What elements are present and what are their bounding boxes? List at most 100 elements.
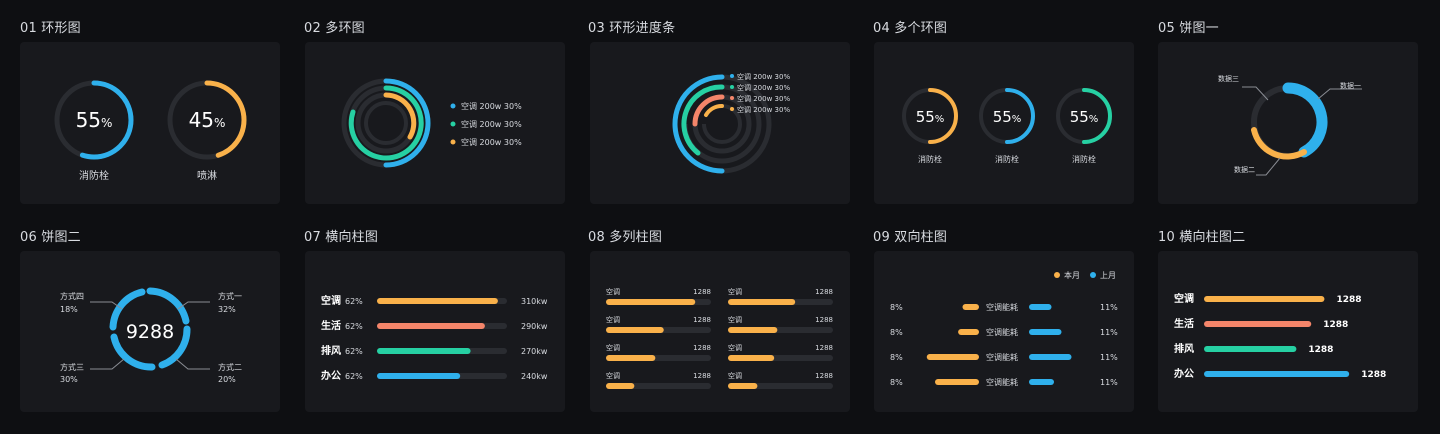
legend-item: 空调 200w 30% — [461, 119, 522, 129]
horizontal-bar-svg: 空调 62% 310kw 生活 62% 290kw 排风 62% 270kw 办公 62% 240kw — [321, 294, 548, 382]
bar2-fill — [1204, 321, 1312, 327]
title-ring-chart: 01 环形图 — [20, 21, 81, 36]
bar-percent-label: 62% — [345, 372, 363, 381]
horizontal-bar-two-svg: 空调 1288 生活 1288 排风 1288 办公 1288 — [1174, 292, 1386, 380]
mini-ring-value-3: 55% — [1070, 108, 1099, 126]
card-pie-one: 数据三 数据一 数据二 — [1158, 42, 1418, 204]
bidir-category: 空调能耗 — [986, 377, 1018, 387]
progress-arc-orange — [704, 104, 724, 117]
progress-arc-green — [681, 84, 725, 156]
bar-value-label: 310kw — [521, 297, 548, 306]
pie-pct-mode-one: 32% — [218, 305, 236, 314]
pie-label-mode-three: 方式三 — [60, 362, 84, 372]
pie-slice-blue — [1282, 82, 1328, 158]
mini-ring-arc-orange — [928, 88, 958, 144]
pie-label-data-three: 数据三 — [1218, 74, 1239, 83]
card-bidirectional-bar: 本月 上月 8% 空调能耗 11% 8% 空调能耗 11% 8% 空调能耗 11% 8% 空调能耗 1… — [874, 251, 1134, 412]
column-bar-value: 1288 — [815, 316, 833, 324]
bar2-value-label: 1288 — [1336, 295, 1361, 305]
bidir-category: 空调能耗 — [986, 327, 1018, 337]
bidir-left-percent: 8% — [890, 328, 903, 337]
bar2-fill — [1204, 296, 1325, 302]
title-multi-column-bar: 08 多列柱图 — [588, 230, 663, 245]
ring-progress-sprinkler — [167, 80, 247, 160]
bidirectional-bar-svg: 本月 上月 8% 空调能耗 11% 8% 空调能耗 11% 8% 空调能耗 11% 8% 空调能耗 1… — [890, 270, 1118, 387]
bar-percent-label: 62% — [345, 347, 363, 356]
bar-fill — [377, 298, 498, 304]
pie-pct-mode-four: 18% — [60, 305, 78, 314]
mini-ring-label-2: 消防栓 — [995, 154, 1019, 164]
card-multi-column-bar: 空调 1288 空调 1288 空调 1288 空调 1288 空调 1288 空调 1288 空调 12… — [590, 251, 850, 412]
bidir-left-percent: 8% — [890, 378, 903, 387]
mini-ring-arc-green — [1082, 88, 1112, 144]
column-bar-fill — [606, 299, 696, 305]
pie-two-svg: 9288 方式四 18% 方式一 32% 方式三 30% 方式二 20% — [60, 287, 242, 384]
column-bar-fill — [606, 327, 664, 333]
title-horizontal-bar: 07 横向柱图 — [304, 230, 379, 245]
mini-ring-value-2: 55% — [993, 108, 1022, 126]
mini-ring-label-3: 消防栓 — [1072, 154, 1096, 164]
card-ring-chart: 55% 消防栓 45% 喷淋 — [20, 42, 280, 204]
bidir-left-percent: 8% — [890, 303, 903, 312]
bar-value-label: 270kw — [521, 347, 548, 356]
title-pie-two: 06 饼图二 — [20, 230, 81, 245]
bidir-category: 空调能耗 — [986, 302, 1018, 312]
bar2-category-label: 空调 — [1174, 292, 1194, 305]
bar2-category-label: 排风 — [1174, 342, 1194, 355]
multi-column-bar-svg: 空调 1288 空调 1288 空调 1288 空调 1288 空调 1288 空调 1288 空调 12… — [606, 287, 833, 389]
multi-ring-legend: 空调 200w 30% 空调 200w 30% 空调 200w 30% — [450, 101, 522, 147]
bar-percent-label: 62% — [345, 322, 363, 331]
multi-ring-arc-green — [348, 85, 424, 161]
column-bar-label: 空调 — [606, 371, 620, 380]
column-bar-label: 空调 — [728, 371, 742, 380]
ring-progress-hydrant — [54, 80, 134, 160]
bidir-right-bar — [1029, 329, 1062, 335]
ring-progress-legend: 空调 200w 30% 空调 200w 30% 空调 200w 30% 空调 2… — [730, 72, 790, 114]
legend-item: 空调 200w 30% — [461, 101, 522, 111]
card-horizontal-bar-two: 空调 1288 生活 1288 排风 1288 办公 1288 — [1158, 251, 1418, 412]
bidir-right-bar — [1029, 379, 1054, 385]
bidir-right-bar — [1029, 304, 1052, 310]
bar2-fill — [1204, 346, 1297, 352]
bar2-value-label: 1288 — [1308, 345, 1333, 355]
title-horizontal-bar-two: 10 横向柱图二 — [1158, 230, 1246, 245]
legend-item: 空调 200w 30% — [737, 72, 790, 81]
column-bar-value: 1288 — [815, 372, 833, 380]
ring-label-hydrant: 消防栓 — [79, 169, 109, 182]
mini-ring-value-1: 55% — [916, 108, 945, 126]
title-multi-ring: 02 多环图 — [304, 21, 365, 36]
bar-fill — [377, 323, 485, 329]
pie-center-value: 9288 — [126, 321, 174, 343]
column-bar-value: 1288 — [815, 288, 833, 296]
column-bar-label: 空调 — [728, 343, 742, 352]
legend-dot-last-month — [1090, 272, 1096, 278]
column-bar-value: 1288 — [693, 344, 711, 352]
card-pie-two: 9288 方式四 18% 方式一 32% 方式三 30% 方式二 20% — [20, 251, 280, 412]
column-bar-fill — [606, 383, 635, 389]
bidir-right-bar — [1029, 354, 1072, 360]
bar2-value-label: 1288 — [1323, 320, 1348, 330]
legend-this-month: 本月 — [1064, 270, 1080, 280]
column-bar-label: 空调 — [606, 343, 620, 352]
bidir-left-bar — [926, 354, 979, 360]
column-bar-label: 空调 — [606, 315, 620, 324]
pie-label-data-two: 数据二 — [1234, 165, 1255, 174]
multi-ring-svg: 空调 200w 30% 空调 200w 30% 空调 200w 30% — [341, 78, 522, 168]
bidir-left-bar — [958, 329, 979, 335]
column-bar-fill — [728, 327, 778, 333]
column-bar-label: 空调 — [606, 287, 620, 296]
mini-ring-arc-blue — [1005, 88, 1035, 144]
column-bar-label: 空调 — [728, 315, 742, 324]
ring-progress-svg: 空调 200w 30% 空调 200w 30% 空调 200w 30% 空调 2… — [672, 72, 790, 174]
column-bar-value: 1288 — [693, 288, 711, 296]
bar-category-label: 办公 — [321, 369, 341, 382]
multi-ring-arc-blue — [383, 78, 431, 168]
mini-ring-label-1: 消防栓 — [918, 154, 942, 164]
multiple-rings-svg: 55% 消防栓 55% 消防栓 55% 消防栓 — [902, 88, 1112, 164]
pie-label-mode-four: 方式四 — [60, 291, 84, 301]
bar-value-label: 240kw — [521, 372, 548, 381]
column-bar-value: 1288 — [815, 344, 833, 352]
title-multiple-rings: 04 多个环图 — [873, 21, 948, 36]
card-multi-ring: 空调 200w 30% 空调 200w 30% 空调 200w 30% — [305, 42, 565, 204]
title-ring-progress: 03 环形进度条 — [588, 21, 676, 36]
